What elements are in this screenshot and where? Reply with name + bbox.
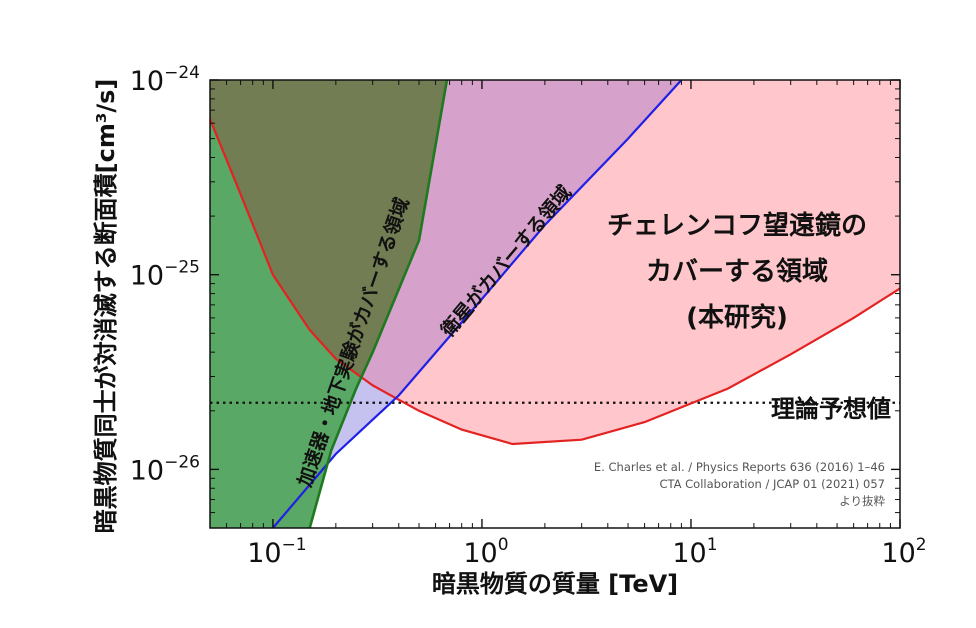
credit-line-1: E. Charles et al. / Physics Reports 636 … [594,460,885,474]
y-tick-label: 10−24 [130,63,200,97]
plot-frame [209,79,901,529]
cta-label-line-3: (本研究) [686,302,788,333]
credit-line-3: より抜粋 [839,494,885,508]
axis-tick-labels: 10−1 100 101 102 10−26 10−25 10−24 [130,63,927,569]
cta-line [210,118,900,446]
theory-label: 理論予想値 [771,395,891,423]
y-tick-label: 10−26 [130,452,200,486]
x-tick-label: 102 [881,535,926,569]
y-axis-title: 暗黒物質同士が対消滅する断面積[cm³/s] [92,79,120,534]
x-tick-label: 101 [672,535,717,569]
satellite-line [272,80,683,528]
x-tick-label: 10−1 [247,535,306,569]
accelerator-line [308,80,449,528]
axis-ticks [209,79,901,529]
x-axis-title: 暗黒物質の質量 [TeV] [432,570,678,598]
x-tick-label: 100 [463,535,508,569]
cta-label-line-2: カバーする領域 [646,256,828,287]
y-tick-label: 10−25 [130,258,200,292]
credit-line-2: CTA Collaboration / JCAP 01 (2021) 057 [659,477,885,491]
cta-label-line-1: チェレンコフ望遠鏡の [607,210,867,241]
